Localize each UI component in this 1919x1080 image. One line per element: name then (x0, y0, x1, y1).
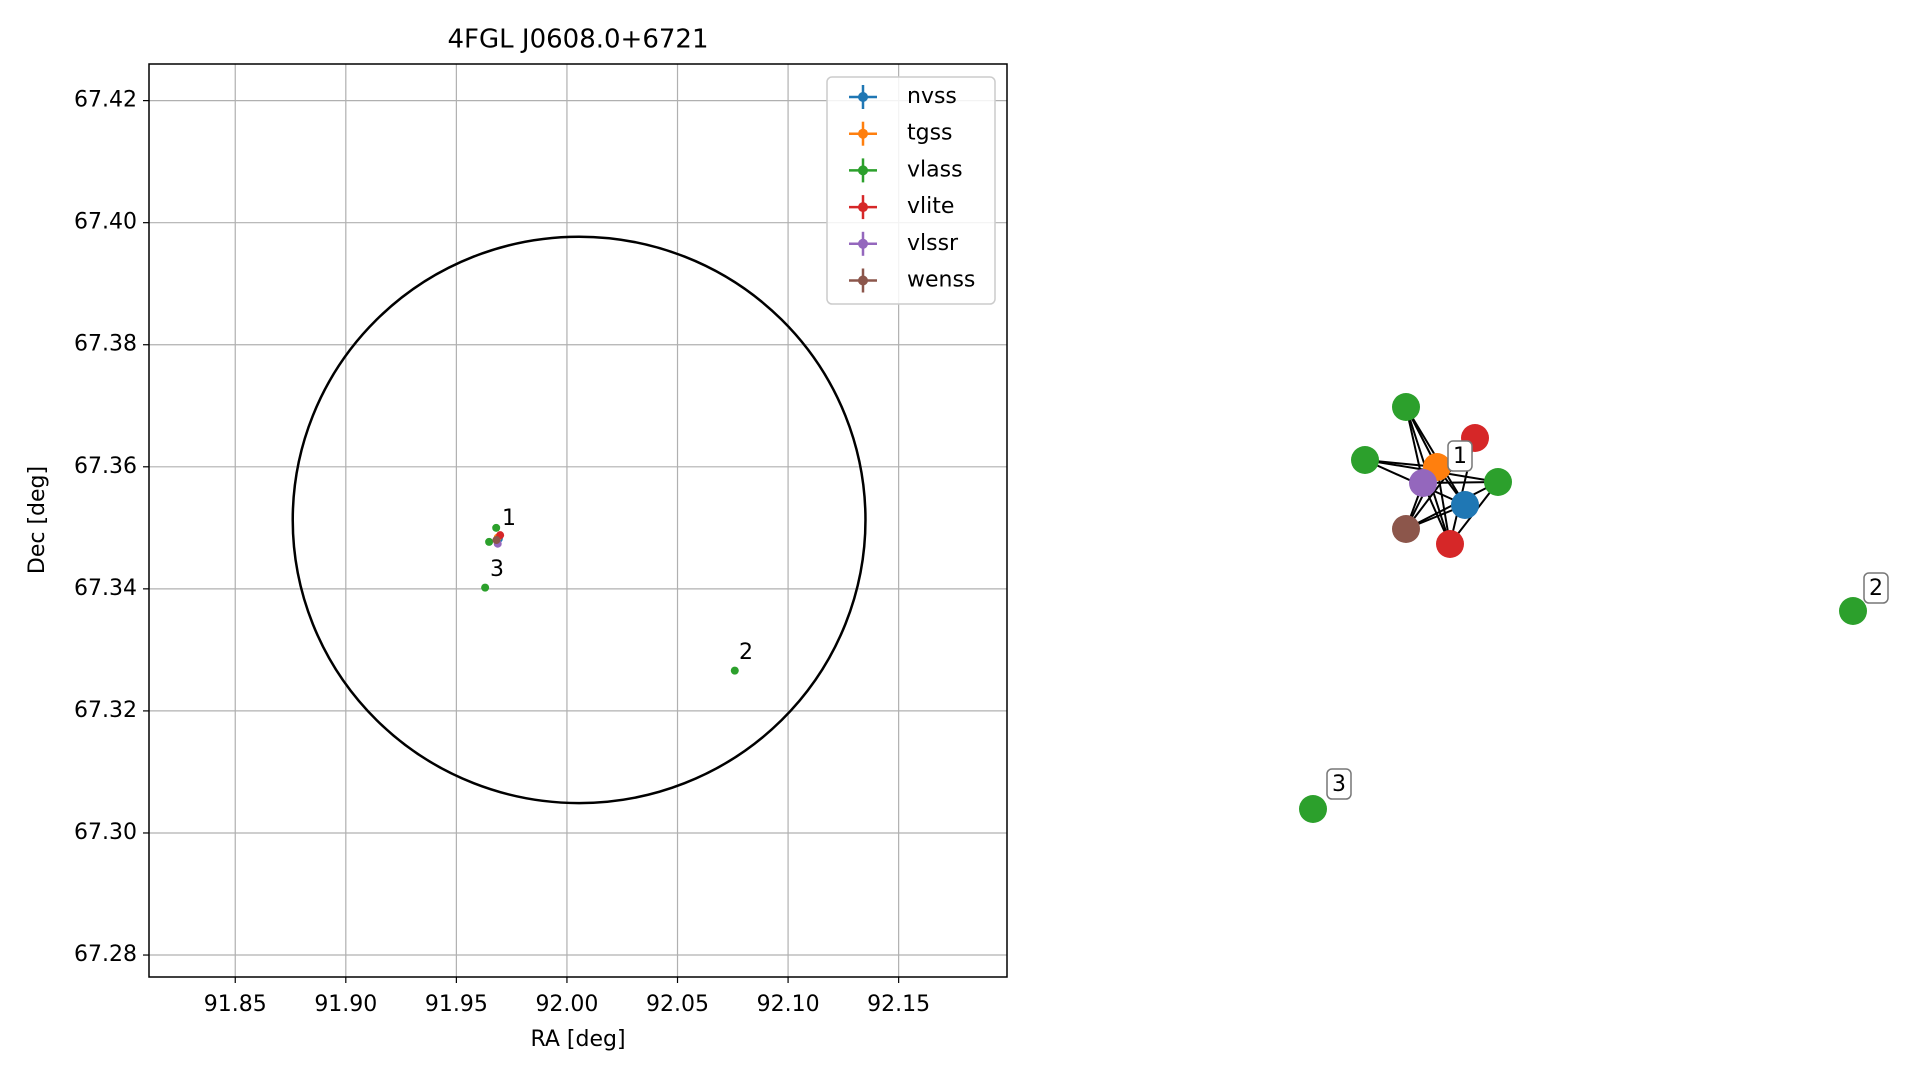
chart-title: 4FGL J0608.0+6721 (448, 25, 709, 55)
node (1839, 597, 1867, 625)
y-tick-label: 67.38 (74, 332, 137, 357)
data-point (485, 537, 494, 546)
legend-label: tgss (907, 121, 953, 146)
legend-marker (858, 202, 868, 213)
node-label: 1 (1453, 444, 1467, 469)
legend-marker (858, 238, 868, 249)
node (1409, 469, 1437, 497)
legend-marker (858, 92, 868, 102)
y-tick-label: 67.42 (74, 88, 137, 113)
node-label: 2 (1869, 576, 1883, 601)
node-tag (1863, 572, 1889, 604)
legend-label: vlass (907, 157, 963, 182)
node-label: 3 (1332, 772, 1346, 797)
axes-frame (148, 63, 1008, 978)
node-tag (1447, 440, 1473, 472)
node (1351, 446, 1379, 474)
point-annotation: 1 (502, 506, 516, 531)
data-point (730, 666, 739, 675)
point-annotation: 3 (490, 557, 504, 582)
node-tag (1326, 768, 1352, 800)
x-tick-label: 91.90 (314, 992, 377, 1017)
legend-label: wenss (907, 268, 975, 293)
y-axis-label: Dec [deg] (25, 466, 50, 574)
point-annotation: 2 (739, 640, 753, 665)
y-tick-label: 67.28 (74, 942, 137, 967)
x-tick-label: 92.00 (535, 992, 598, 1017)
y-tick-label: 67.30 (74, 820, 137, 845)
x-tick-label: 91.95 (425, 992, 488, 1017)
legend-label: vlssr (907, 231, 959, 256)
x-axis-label: RA [deg] (530, 1027, 625, 1052)
localization-circle (291, 235, 867, 805)
node (1484, 468, 1512, 496)
node (1392, 393, 1420, 421)
data-point (492, 536, 501, 545)
legend-label: nvss (907, 84, 957, 109)
legend-marker (858, 128, 868, 139)
node (1299, 795, 1327, 823)
legend-marker (858, 165, 868, 176)
y-tick-label: 67.34 (74, 576, 137, 601)
node (1436, 530, 1464, 558)
x-tick-label: 92.10 (757, 992, 820, 1017)
network-graph: 1 2 3 (1299, 393, 1889, 823)
legend-marker (858, 275, 868, 286)
x-tick-label: 91.85 (204, 992, 267, 1017)
node (1451, 491, 1479, 519)
y-tick-label: 67.36 (74, 454, 137, 479)
data-point (481, 583, 490, 592)
x-tick-label: 92.15 (867, 992, 930, 1017)
node (1392, 515, 1420, 543)
y-tick-label: 67.32 (74, 698, 137, 723)
legend-label: vlite (907, 194, 954, 219)
x-tick-label: 92.05 (646, 992, 709, 1017)
y-tick-label: 67.40 (74, 210, 137, 235)
data-point (492, 523, 501, 532)
